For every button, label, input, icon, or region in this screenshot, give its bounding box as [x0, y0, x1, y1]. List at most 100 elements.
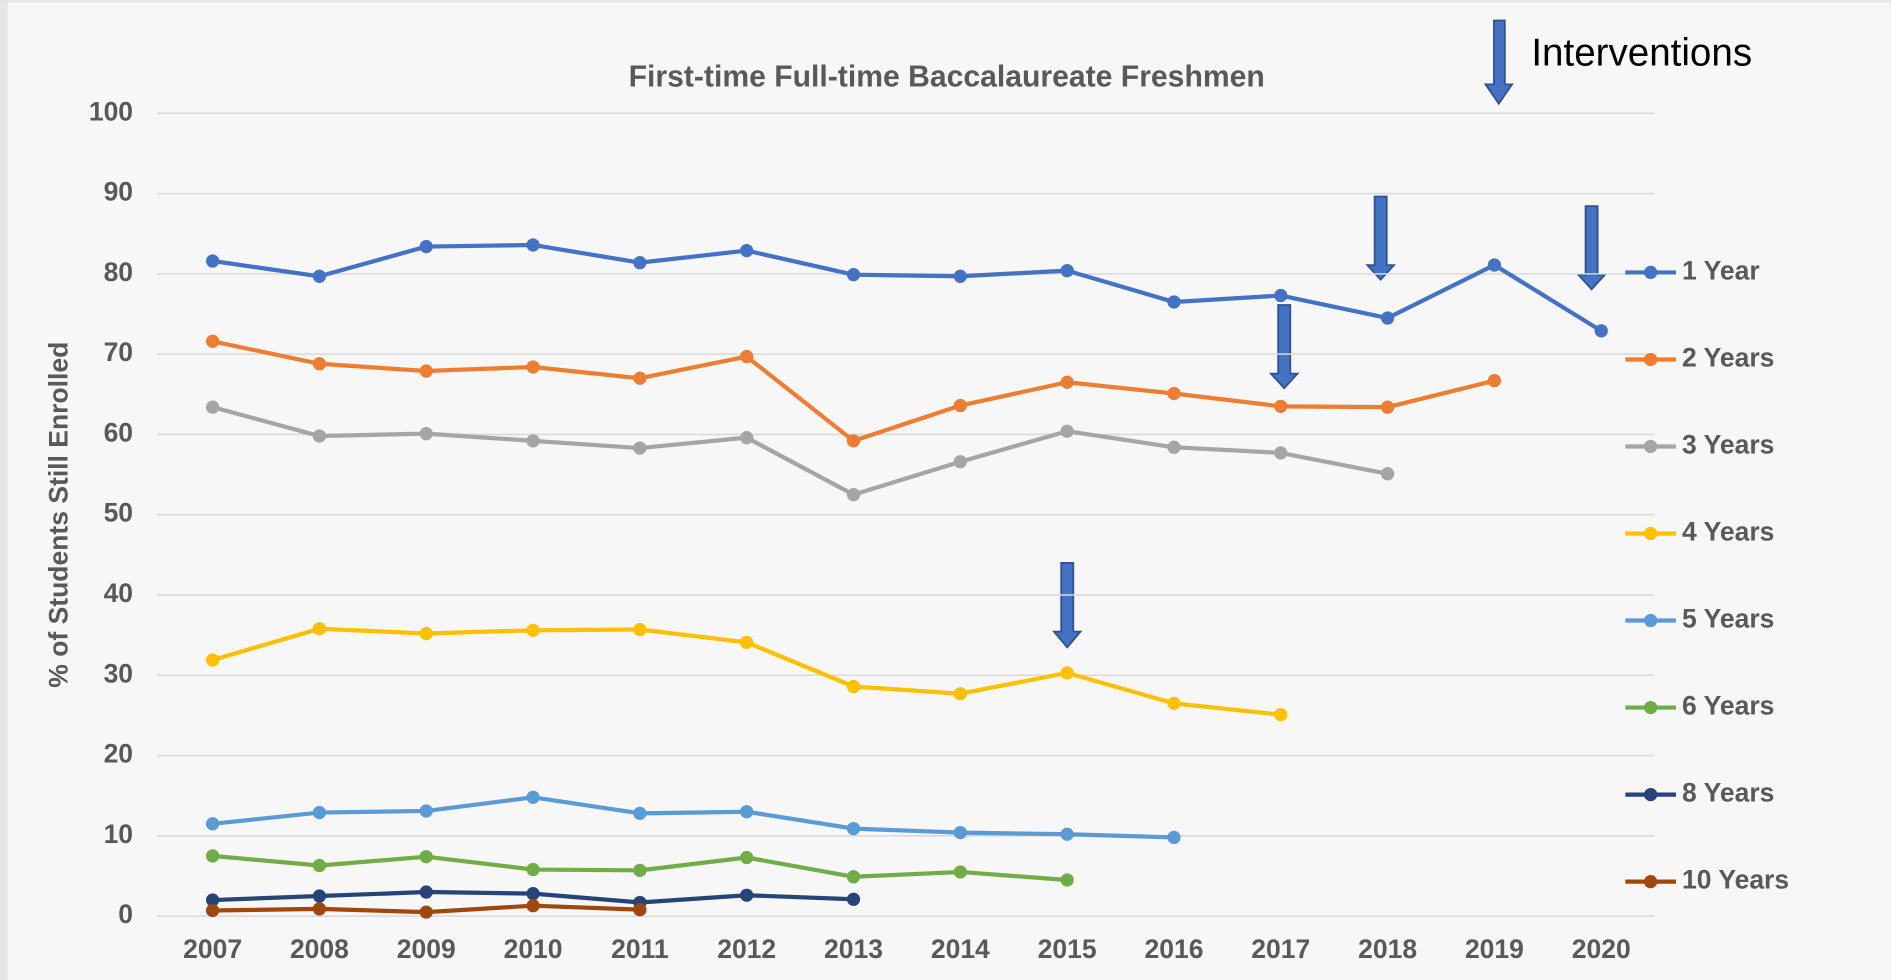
data-point	[526, 434, 540, 448]
x-tick-label: 2020	[1572, 934, 1631, 964]
y-tick-label: 50	[104, 498, 133, 528]
legend-label: 2 Years	[1682, 342, 1774, 372]
legend-label: 4 Years	[1682, 517, 1774, 547]
data-point	[953, 687, 967, 701]
data-point	[740, 431, 754, 445]
legend-label: 8 Years	[1682, 778, 1774, 808]
legend-marker	[1644, 613, 1658, 628]
data-point	[205, 817, 220, 831]
legend-label: 10 Years	[1682, 865, 1789, 895]
legend-label: 6 Years	[1682, 691, 1774, 721]
legend-marker	[1644, 265, 1658, 280]
data-point	[1274, 399, 1288, 413]
x-tick-label: 2013	[824, 934, 883, 964]
arrow	[1576, 205, 1607, 291]
data-point	[633, 863, 647, 877]
data-point	[953, 865, 967, 879]
data-point	[1060, 873, 1074, 887]
y-tick-label: 70	[104, 337, 133, 367]
data-point	[846, 870, 861, 884]
x-tick-label: 2016	[1144, 934, 1203, 964]
y-tick-label: 60	[104, 417, 133, 447]
data-point	[1274, 446, 1288, 460]
data-point	[633, 903, 647, 917]
series-line	[212, 795, 1175, 840]
data-point	[1380, 467, 1395, 481]
data-point	[846, 268, 861, 282]
x-tick-label: 2012	[717, 934, 776, 964]
data-point	[1060, 827, 1074, 841]
data-point	[205, 653, 220, 667]
legend-label: 5 Years	[1682, 604, 1774, 634]
y-tick-label: 0	[118, 899, 133, 929]
y-tick-label: 80	[104, 257, 133, 287]
data-point	[419, 364, 433, 378]
legend-marker	[1644, 700, 1658, 715]
data-point	[205, 849, 220, 863]
data-point	[1380, 400, 1395, 414]
data-point	[419, 239, 433, 254]
data-point	[953, 398, 967, 413]
series-line	[212, 405, 1389, 497]
data-point	[846, 488, 861, 502]
data-point	[1274, 288, 1288, 303]
data-point	[205, 903, 220, 918]
chart-title: First-time Full-time Baccalaureate Fresh…	[629, 60, 1265, 93]
legend-marker	[1644, 352, 1658, 367]
data-point	[526, 862, 540, 877]
data-point	[205, 254, 220, 268]
data-point	[526, 790, 540, 804]
x-tick-label: 2018	[1358, 934, 1417, 964]
data-point	[740, 349, 754, 364]
data-point	[1167, 386, 1181, 401]
data-point	[633, 806, 647, 820]
data-point	[1060, 424, 1074, 438]
arrow	[1365, 195, 1396, 281]
arrow	[1483, 19, 1514, 106]
data-point	[205, 400, 220, 414]
data-point	[526, 238, 540, 252]
data-point	[846, 892, 861, 906]
data-point	[312, 357, 327, 371]
arrows	[1052, 19, 1607, 649]
data-point	[526, 899, 540, 913]
data-point	[1274, 707, 1288, 722]
data-point	[953, 455, 967, 469]
y-tick-label: 20	[104, 739, 133, 769]
data-point	[419, 905, 433, 919]
data-point	[1380, 311, 1395, 325]
data-point	[312, 858, 327, 873]
data-point	[205, 893, 220, 907]
annotation: Interventions	[1531, 32, 1752, 75]
data-point	[1167, 696, 1181, 710]
y-tick-label: 90	[104, 177, 133, 207]
data-point	[1167, 830, 1181, 845]
data-point	[740, 635, 754, 649]
data-point	[953, 825, 967, 840]
legend-marker	[1644, 439, 1658, 454]
x-tick-label: 2011	[611, 934, 669, 964]
data-point	[205, 334, 220, 348]
data-point	[312, 805, 327, 820]
series-line	[212, 242, 1603, 333]
data-point	[526, 623, 540, 637]
data-point	[846, 821, 861, 836]
data-point	[312, 429, 327, 443]
data-point	[1060, 264, 1074, 278]
data-point	[846, 679, 861, 694]
data-point	[633, 622, 647, 637]
data-point	[1167, 295, 1181, 309]
data-point	[419, 626, 433, 641]
x-tick-label: 2008	[290, 934, 349, 964]
data-point	[1487, 258, 1502, 272]
data-point	[633, 371, 647, 385]
arrow	[1052, 562, 1083, 649]
data-point	[312, 269, 327, 283]
legend-marker	[1644, 526, 1658, 541]
data-point	[1060, 666, 1074, 680]
data-point	[419, 804, 433, 818]
x-tick-label: 2015	[1038, 934, 1097, 964]
data-point	[740, 888, 754, 902]
data-point	[740, 805, 754, 819]
